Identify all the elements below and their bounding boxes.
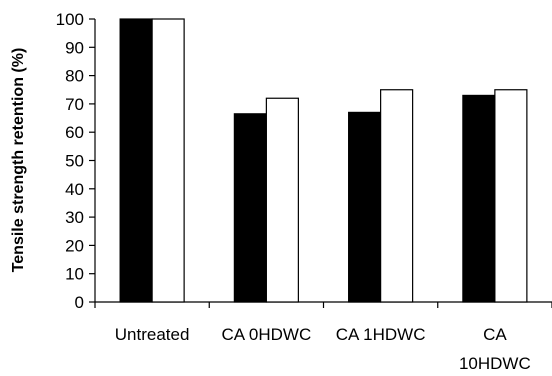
bar-series-1-3 [462,94,496,303]
x-category-label: CA [483,325,507,344]
y-tick-label: 10 [65,265,84,284]
plot-area: 0 10 20 30 40 50 60 70 80 90 100 Untreated CA 0HDWC C… [56,10,552,373]
bar-series-2-1 [265,97,299,303]
x-category-label: 10HDWC [459,354,531,373]
y-tick-label: 20 [65,236,84,255]
y-tick-label: 80 [65,67,84,86]
y-tick-label: 70 [65,95,84,114]
x-category-label: CA 1HDWC [336,325,426,344]
y-tick-label: 50 [65,152,84,171]
x-category-label: CA 0HDWC [222,325,312,344]
bar-series-2-3 [494,89,528,303]
y-axis-title: Tensile strength retention (%) [10,48,27,273]
y-tick-label: 40 [65,180,84,199]
y-tick-label: 60 [65,123,84,142]
bar-series-1-1 [233,113,267,303]
y-tick-label: 90 [65,38,84,57]
bar-series-2-2 [380,89,414,303]
y-tick-label: 0 [75,293,84,312]
bar-series-1-0 [119,18,153,303]
x-category-label: Untreated [115,325,190,344]
bar-series-1-2 [348,111,382,303]
y-tick-label: 30 [65,208,84,227]
bar-series-2-0 [151,18,185,303]
y-tick-label: 100 [56,10,84,29]
